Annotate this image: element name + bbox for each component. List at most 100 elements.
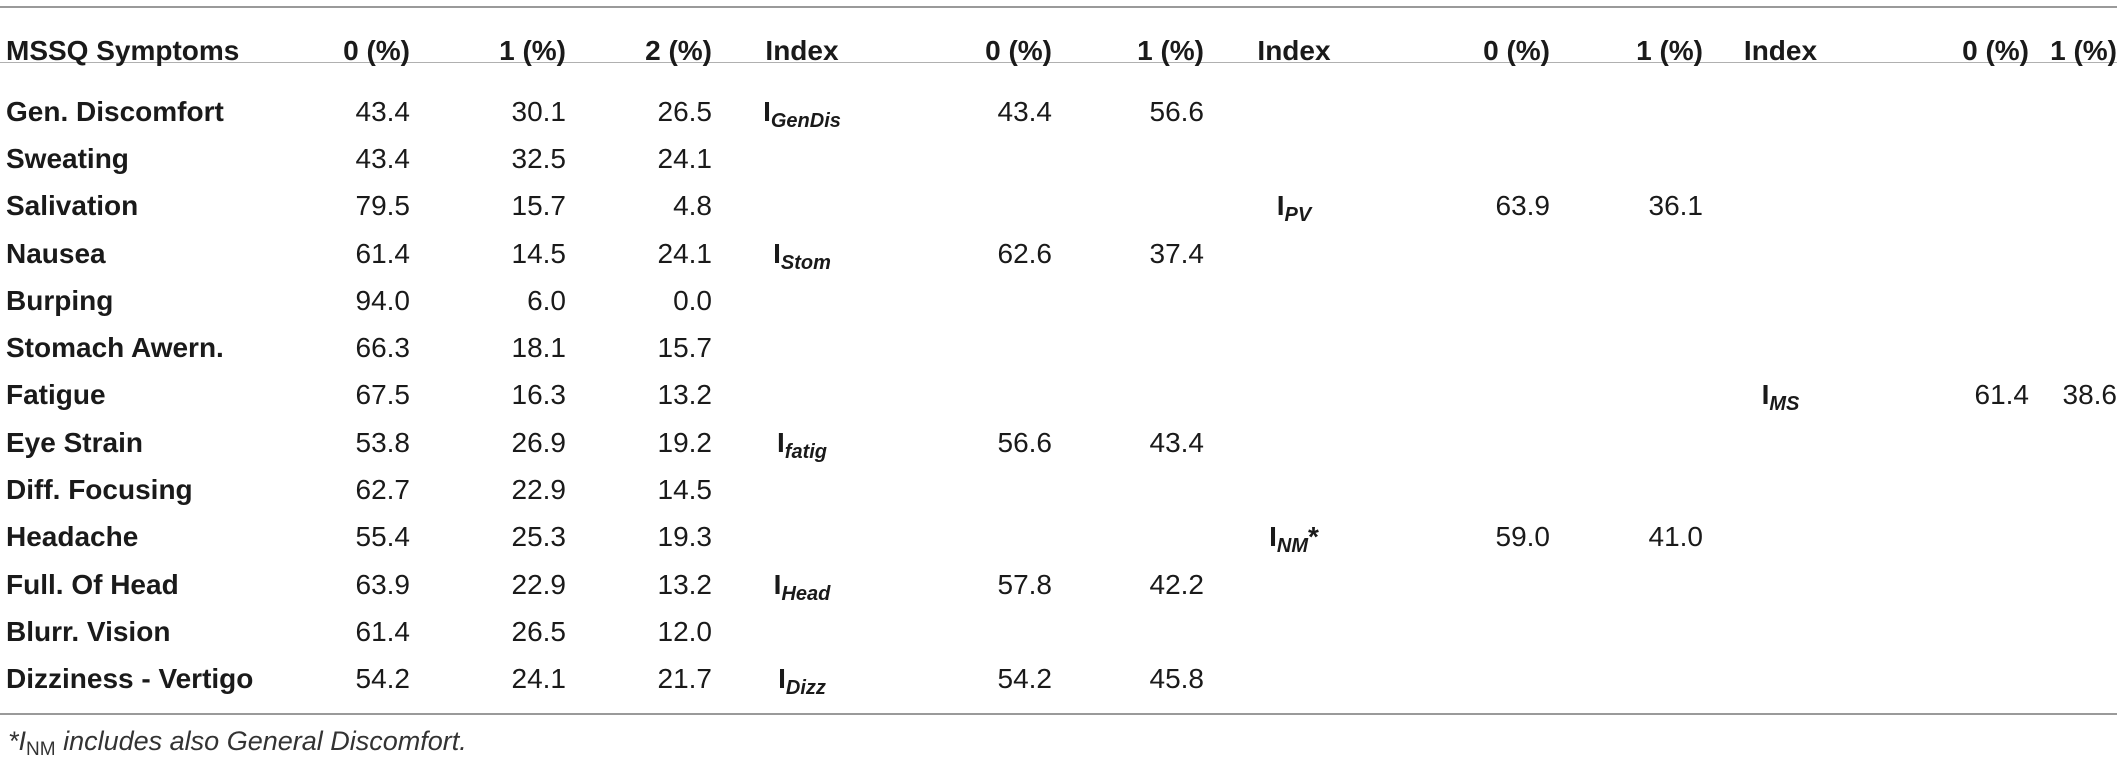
top-rule (0, 6, 2117, 8)
header-index-1-p1: 1 (%) (1137, 35, 1204, 66)
index-nm-star: * (1307, 521, 1319, 553)
index-stom-sub: Stom (780, 251, 831, 274)
table-row: Gen. Discomfort 43.4 30.1 26.5 IGenDis 4… (0, 88, 2117, 135)
symptom-name: Burping (6, 284, 114, 316)
value-p2: 15.7 (657, 332, 713, 364)
index-dizz-p0: 54.2 (997, 663, 1053, 695)
value-p0: 55.4 (355, 521, 411, 553)
header-symptoms: MSSQ Symptoms (6, 35, 240, 66)
index-stom-base: I (773, 237, 781, 269)
header-index-1-p0: 0 (%) (985, 35, 1052, 66)
table-row: Dizziness - Vertigo 54.2 24.1 21.7 IDizz… (0, 656, 2117, 703)
symptom-name: Headache (6, 521, 139, 553)
value-p0: 61.4 (355, 237, 411, 269)
index-dizz: IDizz (712, 656, 892, 703)
index-gendis: IGenDis (712, 88, 892, 135)
footnote-text: includes also General Discomfort. (55, 726, 467, 756)
index-dizz-sub: Dizz (785, 677, 826, 700)
index-stom-p0: 62.6 (997, 237, 1053, 269)
value-p0: 67.5 (355, 379, 411, 411)
table-row: Salivation 79.5 15.7 4.8 IPV 63.9 36.1 (0, 183, 2117, 230)
index-stom-p1: 37.4 (1149, 237, 1205, 269)
value-p2: 26.5 (657, 95, 713, 127)
footnote-index-sub: NM (26, 739, 56, 760)
index-gendis-sub: GenDis (770, 109, 841, 132)
footnote-index-base: I (18, 726, 27, 756)
value-p1: 32.5 (511, 142, 567, 174)
value-p0: 53.8 (355, 426, 411, 458)
symptom-name: Salivation (6, 190, 139, 222)
table-footnote: *INM includes also General Discomfort. (8, 726, 467, 759)
header-index-3: Index (1743, 35, 1818, 66)
value-p2: 0.0 (673, 284, 712, 316)
header-index-2: Index (1257, 35, 1331, 66)
value-p1: 25.3 (511, 521, 567, 553)
header-index-2-p1: 1 (%) (1636, 35, 1703, 66)
index-gendis-p1: 56.6 (1149, 95, 1205, 127)
value-p0: 61.4 (355, 615, 411, 647)
symptom-name: Stomach Awern. (6, 332, 224, 364)
index-dizz-base: I (778, 663, 786, 695)
value-p2: 13.2 (657, 568, 713, 600)
index-gendis-p0: 43.4 (997, 95, 1053, 127)
header-p2: 2 (%) (645, 35, 712, 66)
symptom-name: Fatigue (6, 379, 106, 411)
header-row: MSSQ Symptoms 0 (%) 1 (%) 2 (%) Index 0 … (0, 14, 2117, 88)
table-row: Diff. Focusing 62.7 22.9 14.5 (0, 466, 2117, 513)
value-p0: 62.7 (355, 474, 411, 506)
value-p0: 63.9 (355, 568, 411, 600)
index-pv: IPV (1204, 183, 1384, 230)
header-index-1: Index (765, 35, 839, 66)
index-head-p0: 57.8 (997, 568, 1053, 600)
index-nm-base: I (1269, 521, 1277, 553)
index-head-base: I (773, 568, 782, 600)
table-row: Blurr. Vision 61.4 26.5 12.0 (0, 608, 2117, 655)
index-nm-p1: 41.0 (1648, 521, 1704, 553)
table-row: Full. Of Head 63.9 22.9 13.2 IHead 57.8 … (0, 561, 2117, 608)
index-ms: IMS (1703, 372, 1858, 419)
index-stom: IStom (712, 230, 892, 277)
symptom-name: Nausea (6, 237, 106, 269)
value-p2: 13.2 (657, 379, 713, 411)
value-p2: 19.2 (657, 426, 713, 458)
index-fatig-sub: fatig (784, 440, 827, 463)
value-p2: 12.0 (657, 615, 713, 647)
value-p1: 18.1 (511, 332, 567, 364)
index-pv-sub: PV (1284, 204, 1312, 227)
table-row: Burping 94.0 6.0 0.0 (0, 277, 2117, 324)
index-ms-base: I (1761, 379, 1770, 411)
value-p1: 16.3 (511, 379, 567, 411)
symptom-name: Diff. Focusing (6, 474, 193, 506)
index-head-p1: 42.2 (1149, 568, 1205, 600)
value-p2: 21.7 (657, 663, 713, 695)
index-ms-p0: 61.4 (1974, 379, 2030, 411)
index-nm-sub: NM (1276, 535, 1308, 558)
table-row: Fatigue 67.5 16.3 13.2 IMS 61.4 38.6 (0, 372, 2117, 419)
value-p0: 66.3 (355, 332, 411, 364)
bottom-rule (0, 713, 2117, 715)
value-p2: 14.5 (657, 474, 713, 506)
table-row: Nausea 61.4 14.5 24.1 IStom 62.6 37.4 (0, 230, 2117, 277)
value-p0: 79.5 (355, 190, 411, 222)
symptom-name: Eye Strain (6, 426, 143, 458)
value-p2: 19.3 (657, 521, 713, 553)
value-p1: 14.5 (511, 237, 567, 269)
value-p2: 24.1 (657, 142, 713, 174)
value-p0: 43.4 (355, 95, 411, 127)
index-pv-p1: 36.1 (1648, 190, 1704, 222)
symptom-name: Dizziness - Vertigo (6, 663, 254, 695)
value-p2: 4.8 (673, 190, 712, 222)
value-p1: 22.9 (511, 474, 567, 506)
value-p2: 24.1 (657, 237, 713, 269)
value-p0: 54.2 (355, 663, 411, 695)
table-row: Stomach Awern. 66.3 18.1 15.7 (0, 324, 2117, 371)
mssq-table: MSSQ Symptoms 0 (%) 1 (%) 2 (%) Index 0 … (0, 14, 2117, 703)
index-ms-p1: 38.6 (2062, 379, 2117, 411)
header-index-2-p0: 0 (%) (1483, 35, 1550, 66)
index-head: IHead (712, 561, 892, 608)
value-p1: 24.1 (511, 663, 567, 695)
index-head-sub: Head (781, 582, 831, 605)
header-p1: 1 (%) (499, 35, 566, 66)
header-index-3-p1: 1 (%) (2050, 35, 2117, 66)
